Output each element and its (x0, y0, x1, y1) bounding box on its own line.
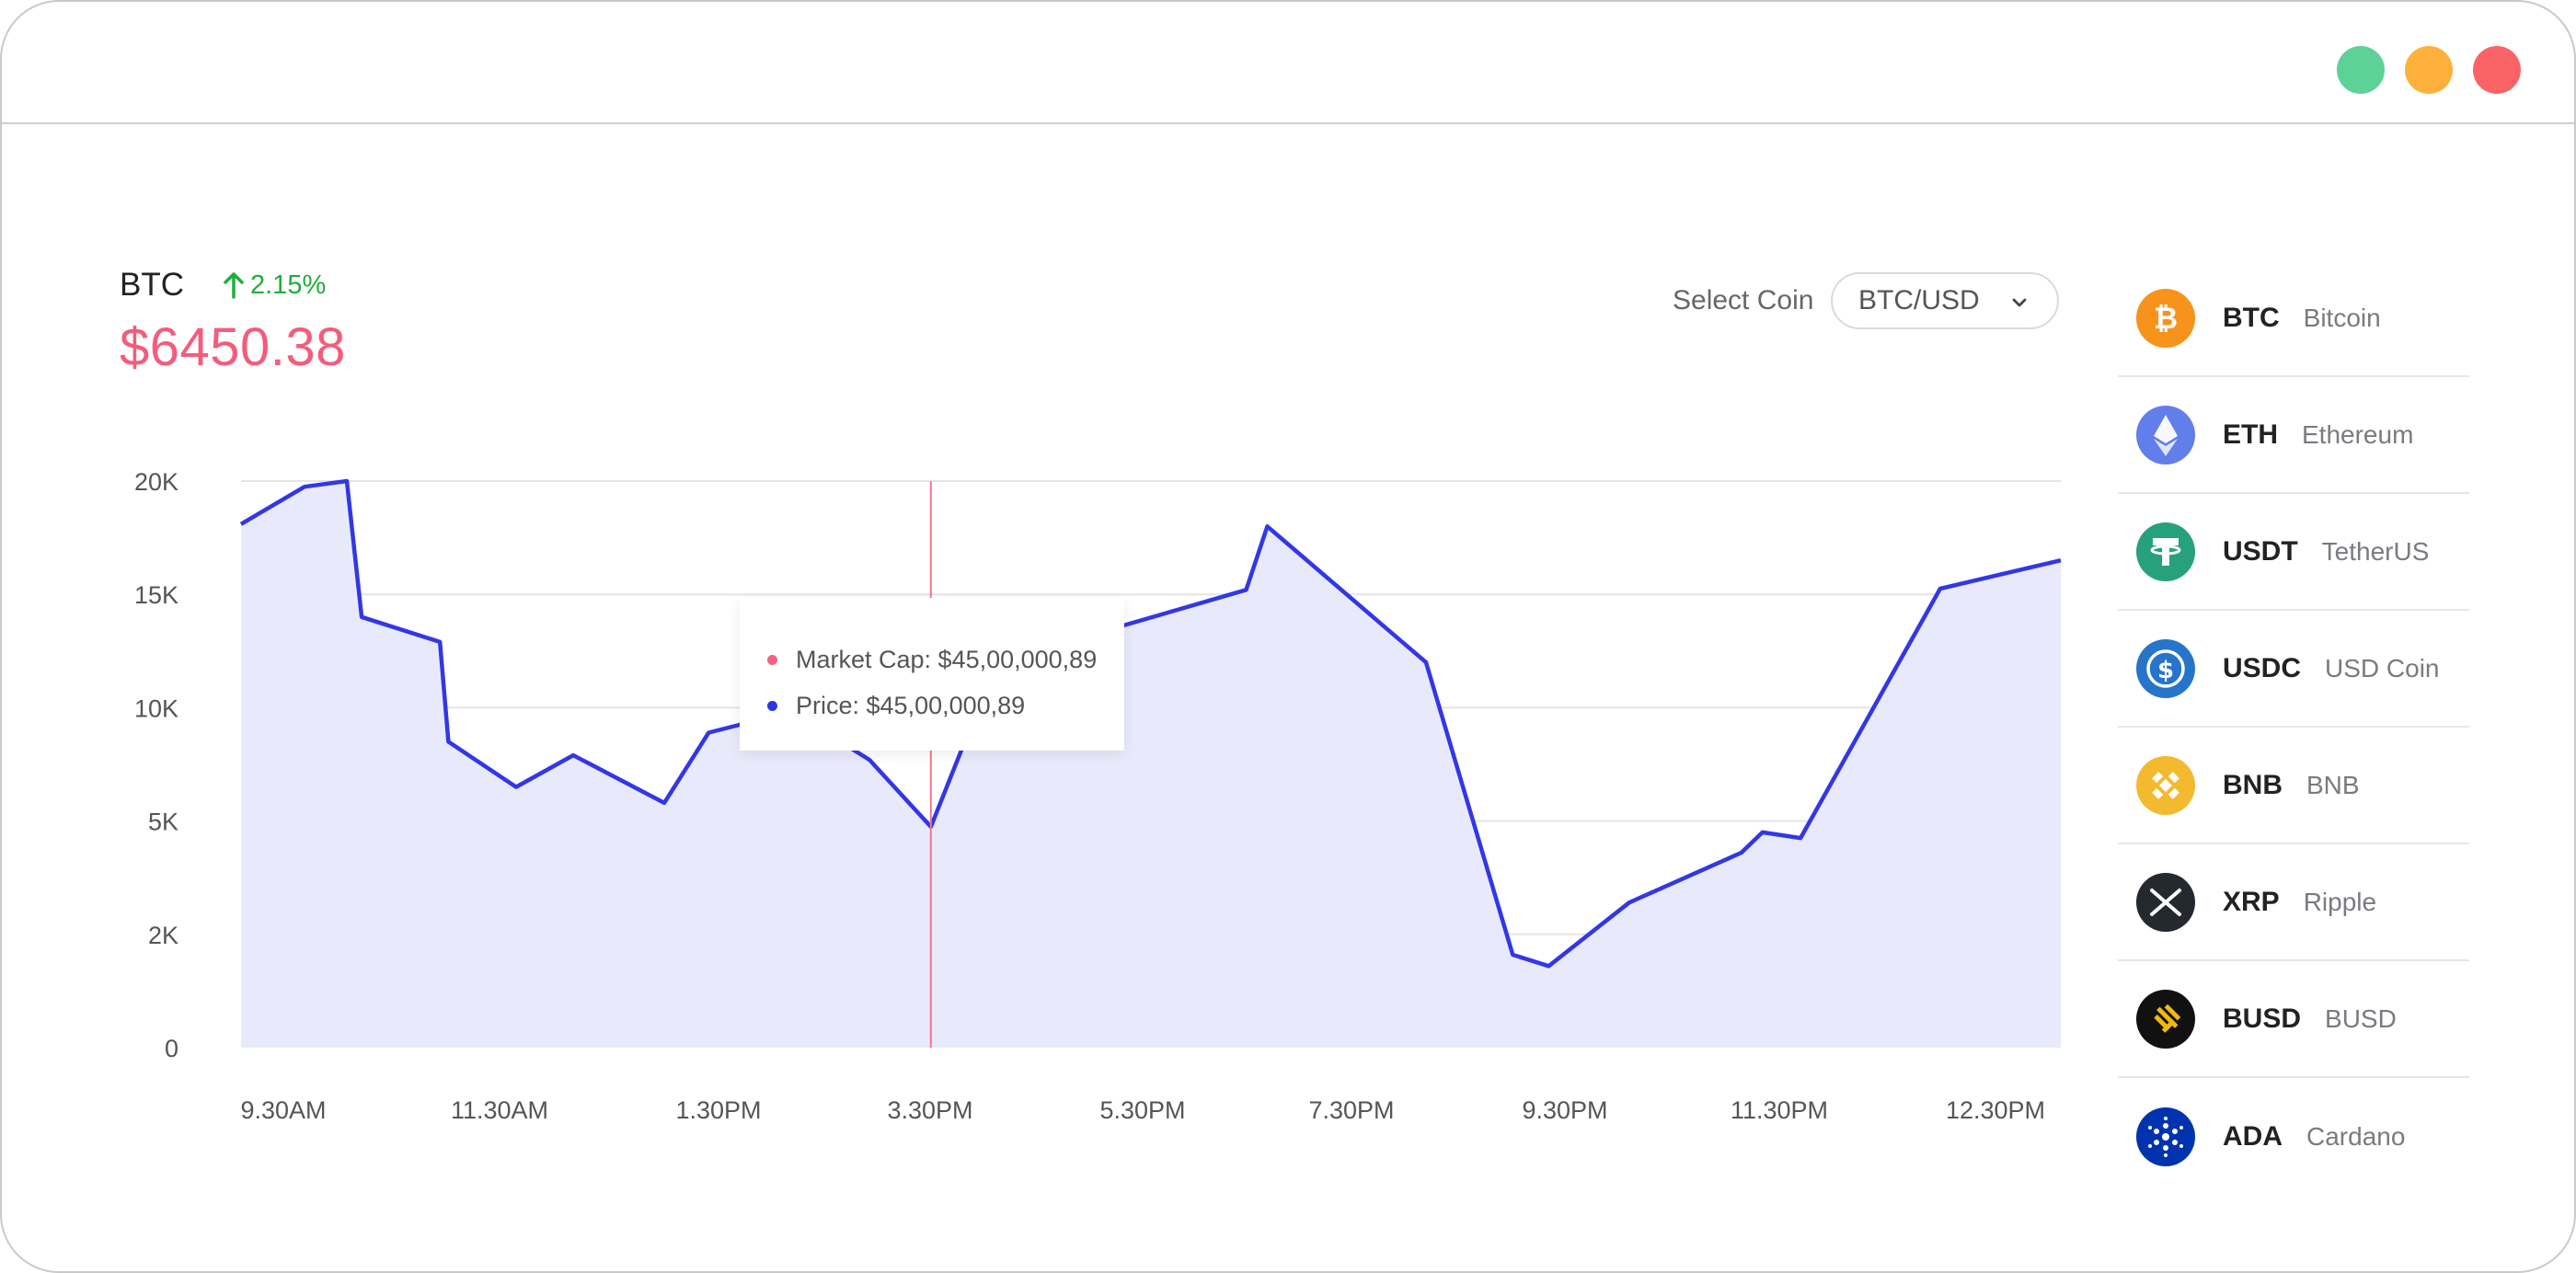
select-coin-label: Select Coin (1673, 285, 1814, 315)
coin-name: USD Coin (2325, 653, 2440, 682)
title-bar (2, 2, 2574, 124)
y-tick-label: 15K (134, 581, 178, 609)
coin-symbol: BTC (120, 267, 184, 303)
x-tick-label: 12.30PM (1946, 1096, 2045, 1124)
price-change: 2.15% (223, 270, 326, 301)
x-tick-label: 1.30PM (675, 1096, 761, 1124)
xrp-icon (2136, 872, 2195, 932)
coin-name: BNB (2306, 770, 2360, 799)
coin-list-item-busd[interactable]: BUSD BUSD (2118, 961, 2469, 1078)
coin-list: ₿ BTC Bitcoin ETH Ethereum USDT TetherUS $ USDC U… (2118, 260, 2469, 1195)
coin-ticker: USDC (2223, 652, 2302, 683)
current-price: $6450.38 (120, 317, 346, 377)
coin-name: Ethereum (2302, 419, 2414, 449)
market-cap-dot-icon (767, 654, 777, 665)
tooltip-market-cap-row: Market Cap: $45,00,000,89 (767, 636, 1124, 682)
coin-list-item-bnb[interactable]: BNB BNB (2118, 728, 2469, 844)
coin-ticker: BUSD (2223, 1003, 2302, 1034)
coin-list-item-eth[interactable]: ETH Ethereum (2118, 377, 2469, 494)
x-tick-label: 9.30AM (240, 1096, 326, 1124)
y-tick-label: 0 (165, 1035, 178, 1062)
coin-ticker: BTC (2223, 302, 2280, 333)
price-dot-icon (767, 700, 777, 711)
busd-icon (2136, 989, 2195, 1049)
coin-ticker: ETH (2223, 419, 2278, 450)
coin-list-item-ada[interactable]: ADA Cardano (2118, 1078, 2469, 1195)
tooltip-price: Price: $45,00,000,89 (796, 691, 1026, 719)
x-tick-label: 9.30PM (1522, 1096, 1607, 1124)
svg-text:₿: ₿ (2154, 301, 2178, 336)
chart-tooltip: Market Cap: $45,00,000,89 Price: $45,00,… (740, 598, 1124, 751)
x-tick-label: 7.30PM (1308, 1096, 1394, 1124)
tooltip-market-cap: Market Cap: $45,00,000,89 (796, 645, 1098, 673)
window-minimize-button[interactable] (2337, 46, 2385, 94)
window-maximize-button[interactable] (2405, 46, 2453, 94)
coin-list-item-xrp[interactable]: XRP Ripple (2118, 844, 2469, 961)
ethereum-icon (2136, 405, 2195, 464)
chevron-down-icon (2012, 298, 2027, 307)
tooltip-price-row: Price: $45,00,000,89 (767, 682, 1124, 728)
arrow-up-icon (224, 272, 244, 299)
x-tick-label: 5.30PM (1099, 1096, 1185, 1124)
coin-header: BTC 2.15% (120, 267, 326, 304)
price-change-value: 2.15% (250, 270, 327, 300)
coin-name: Ripple (2303, 887, 2377, 916)
x-tick-label: 11.30PM (1731, 1096, 1828, 1124)
cardano-icon (2136, 1107, 2195, 1166)
coin-list-item-usdt[interactable]: USDT TetherUS (2118, 494, 2469, 611)
tether-icon (2136, 522, 2195, 581)
coin-name: BUSD (2325, 1003, 2397, 1033)
price-series-line (239, 478, 2062, 969)
svg-text:$: $ (2157, 657, 2174, 684)
y-tick-label: 20K (134, 468, 178, 496)
x-tick-label: 3.30PM (887, 1096, 972, 1124)
bitcoin-icon: ₿ (2136, 288, 2195, 348)
coin-name: TetherUS (2321, 536, 2430, 566)
window-close-button[interactable] (2473, 46, 2521, 94)
coin-name: Cardano (2306, 1121, 2406, 1151)
price-area-fill (241, 481, 2061, 1048)
y-tick-label: 10K (134, 694, 178, 722)
y-tick-label: 2K (148, 922, 178, 949)
coin-select-dropdown[interactable]: BTC/USD (1831, 272, 2059, 329)
coin-ticker: ADA (2223, 1120, 2283, 1152)
usdc-icon: $ (2136, 638, 2195, 698)
x-tick-label: 11.30AM (451, 1096, 548, 1124)
bnb-icon (2136, 755, 2195, 815)
coin-list-item-usdc[interactable]: $ USDC USD Coin (2118, 611, 2469, 728)
y-tick-label: 5K (148, 809, 178, 836)
coin-name: Bitcoin (2303, 303, 2381, 332)
coin-list-item-btc[interactable]: ₿ BTC Bitcoin (2118, 260, 2469, 377)
coin-select-value: BTC/USD (1858, 285, 1980, 315)
coin-ticker: USDT (2223, 535, 2298, 567)
coin-ticker: XRP (2223, 886, 2280, 917)
coin-ticker: BNB (2223, 769, 2283, 800)
